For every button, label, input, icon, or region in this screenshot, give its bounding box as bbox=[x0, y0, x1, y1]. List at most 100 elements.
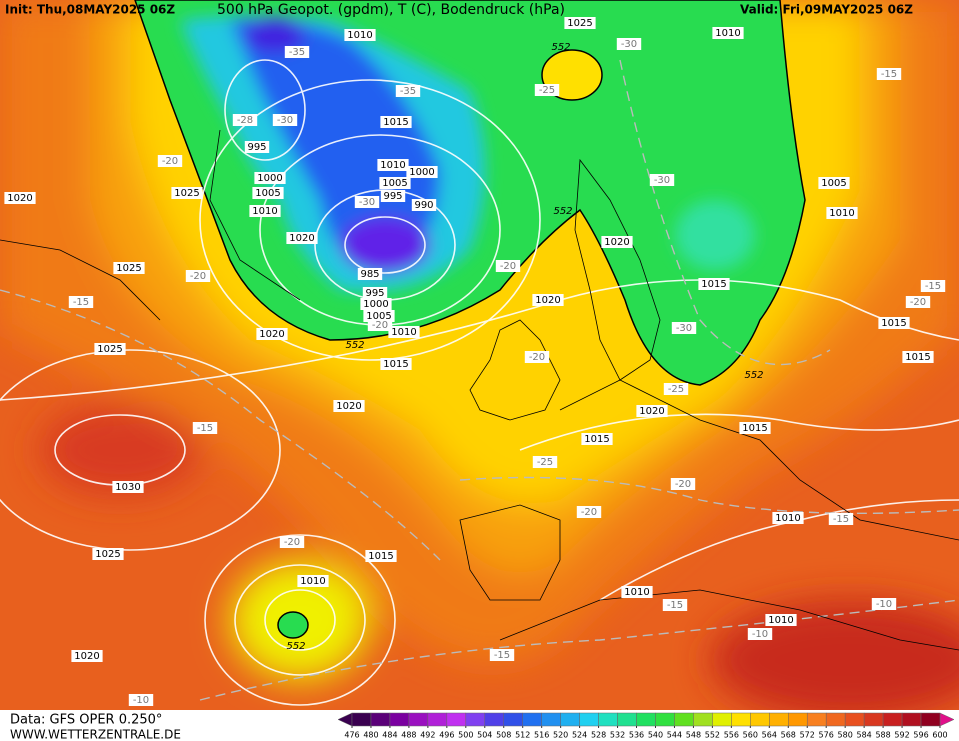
colorbar-swatch bbox=[465, 712, 486, 727]
temperature-label-box bbox=[663, 383, 689, 395]
isobar-label: 1005 bbox=[366, 311, 391, 322]
temperature-label-box bbox=[828, 513, 854, 525]
isobar-label: 1015 bbox=[368, 551, 393, 562]
colorbar-tick-label: 552 bbox=[705, 731, 720, 740]
isobar-label-box bbox=[406, 166, 438, 178]
temperature-label-box bbox=[876, 68, 902, 80]
isobar-label: 1010 bbox=[252, 206, 277, 217]
isobar-label-box bbox=[357, 268, 383, 280]
temperature-label: -15 bbox=[197, 423, 213, 434]
colorbar-swatch bbox=[693, 712, 713, 727]
isobar-label: 1000 bbox=[363, 299, 388, 310]
init-time: Init: Thu,08MAY2025 06Z bbox=[5, 3, 175, 17]
colorbar-swatch bbox=[901, 712, 922, 727]
temperature-label: -20 bbox=[500, 261, 516, 272]
isobar-label: 1030 bbox=[115, 482, 140, 493]
isobar-label: 1020 bbox=[336, 401, 361, 412]
colorbar-swatch bbox=[674, 712, 694, 727]
temperature-label: -15 bbox=[667, 600, 683, 611]
temperature-label-box bbox=[670, 478, 696, 490]
colorbar-tick-label: 548 bbox=[686, 731, 701, 740]
temperature-label: -20 bbox=[910, 297, 926, 308]
colorbar-swatch bbox=[351, 712, 372, 727]
isobar-label: 1015 bbox=[383, 117, 408, 128]
site-name: WWW.WETTERZENTRALE.DE bbox=[10, 728, 181, 741]
temperature-label: -20 bbox=[529, 352, 545, 363]
temperature-label-box bbox=[649, 174, 675, 186]
isobar-label-box bbox=[333, 400, 365, 412]
temperature-label: -20 bbox=[190, 271, 206, 282]
temperature-label: -15 bbox=[73, 297, 89, 308]
temperature-label: -30 bbox=[359, 197, 375, 208]
colorbar-swatch bbox=[389, 712, 410, 727]
colorbar-tick-label: 492 bbox=[420, 731, 435, 740]
temperature-label-box bbox=[279, 536, 305, 548]
isobar-label-box bbox=[286, 232, 318, 244]
geopotential-label: 552 bbox=[553, 206, 572, 217]
isobar-label-box bbox=[297, 575, 329, 587]
isobar-label-box bbox=[826, 207, 858, 219]
isobar-label-box bbox=[636, 405, 668, 417]
colorbar-swatch bbox=[655, 712, 675, 727]
isobar-label-box bbox=[171, 187, 203, 199]
temperature-label: -20 bbox=[162, 156, 178, 167]
colorbar-tick-label: 512 bbox=[515, 731, 530, 740]
isobar-label: 1005 bbox=[382, 178, 407, 189]
isobar-label-box bbox=[380, 358, 412, 370]
colorbar-swatch bbox=[427, 712, 448, 727]
isobar-label-box bbox=[380, 116, 412, 128]
isobar-label: 990 bbox=[414, 200, 433, 211]
colorbar-swatch bbox=[731, 712, 751, 727]
colorbar-tick-label: 596 bbox=[913, 731, 928, 740]
isobar-label-box bbox=[698, 278, 730, 290]
isobar-label-box bbox=[532, 294, 564, 306]
isobar-label-box bbox=[254, 172, 286, 184]
colorbar-tick-label: 572 bbox=[800, 731, 815, 740]
isobar-label-box bbox=[113, 262, 145, 274]
colorbar-swatch bbox=[446, 712, 467, 727]
isobar-label: 985 bbox=[360, 269, 379, 280]
isobar-label: 1005 bbox=[821, 178, 846, 189]
colorbar-swatch bbox=[617, 712, 637, 727]
colorbar-tick-label: 484 bbox=[382, 731, 397, 740]
colorbar-swatch bbox=[408, 712, 429, 727]
temperature-label-box bbox=[192, 422, 218, 434]
isobar-label-box bbox=[379, 177, 411, 189]
temperature-label: -15 bbox=[925, 281, 941, 292]
isobar-label-box bbox=[772, 512, 804, 524]
colorbar-tick-label: 528 bbox=[591, 731, 606, 740]
isobar-label: 1020 bbox=[535, 295, 560, 306]
isobar-label-box bbox=[112, 481, 144, 493]
colorbar-swatch bbox=[370, 712, 391, 727]
temperature-label: -15 bbox=[494, 650, 510, 661]
isobar-label: 1010 bbox=[829, 208, 854, 219]
isobar-label: 1005 bbox=[255, 188, 280, 199]
temperature-label-box bbox=[272, 114, 298, 126]
temperature-label: -20 bbox=[675, 479, 691, 490]
isobar-label-box bbox=[249, 205, 281, 217]
isobar-label: 1015 bbox=[383, 359, 408, 370]
temperature-label-box bbox=[128, 694, 154, 706]
temperature-label-box bbox=[185, 270, 211, 282]
isobar-label: 1015 bbox=[742, 423, 767, 434]
isobar-label-box bbox=[244, 141, 270, 153]
colorbar-tick-label: 504 bbox=[477, 731, 492, 740]
colorbar-tick-label: 520 bbox=[553, 731, 568, 740]
temperature-label: -10 bbox=[876, 599, 892, 610]
isobar-label: 1010 bbox=[347, 30, 372, 41]
isobar-label: 995 bbox=[383, 191, 402, 202]
colorbar-swatch bbox=[769, 712, 789, 727]
isobar-label: 995 bbox=[365, 288, 384, 299]
isobar-label: 1025 bbox=[567, 18, 592, 29]
colorbar-swatch bbox=[788, 712, 808, 727]
isobar-label-box bbox=[362, 287, 388, 299]
map-labels: 1010102510101015995100010051010102510201… bbox=[4, 17, 946, 706]
colorbar-tick-label: 588 bbox=[875, 731, 890, 740]
isobar-label-box bbox=[601, 236, 633, 248]
colorbar-swatch bbox=[863, 712, 884, 727]
temperature-label-box bbox=[532, 456, 558, 468]
isobar-label-box bbox=[411, 199, 437, 211]
colorbar-tick-label: 516 bbox=[534, 731, 549, 740]
isobar-label-box bbox=[388, 326, 420, 338]
colorbar-swatch bbox=[750, 712, 770, 727]
